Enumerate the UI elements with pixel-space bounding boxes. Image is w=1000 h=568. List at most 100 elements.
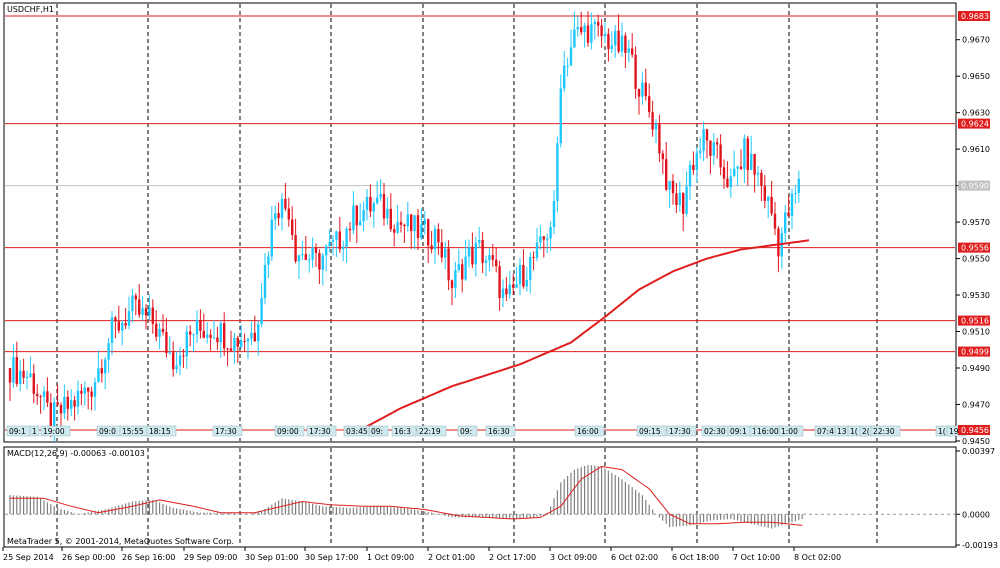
candle-body — [471, 247, 474, 265]
candle-body — [260, 297, 263, 324]
candle-body — [338, 231, 341, 250]
candle-body — [675, 193, 678, 205]
time-marker-label: 16:3 — [394, 427, 411, 436]
time-marker-tag — [274, 425, 305, 437]
price-tick-label: 0.9450 — [962, 437, 990, 446]
macd-tick-label: -0.00193 — [962, 541, 998, 550]
price-tick-label: 0.9610 — [962, 145, 990, 154]
candle-body — [624, 35, 627, 53]
candle-body — [287, 208, 290, 220]
candle-body — [348, 228, 352, 231]
price-tick-label: 0.9530 — [962, 291, 990, 300]
candle-body — [328, 241, 331, 247]
candle-body — [539, 236, 542, 243]
candle-body — [794, 193, 797, 195]
candle-body — [376, 197, 379, 204]
candle-body — [423, 219, 426, 225]
time-axis-label: 30 Sep 17:00 — [305, 553, 358, 562]
macd-tick-label: 0.0000 — [962, 510, 990, 519]
candle-body — [321, 255, 324, 270]
candle-body — [12, 357, 15, 383]
candle-body — [600, 25, 603, 37]
candle-body — [641, 82, 644, 97]
time-marker-label: 18:15 — [149, 427, 171, 436]
candle-body — [284, 198, 287, 209]
candle-body — [461, 264, 464, 280]
time-marker-label: 09:1 — [9, 427, 26, 436]
candle-body — [620, 35, 624, 52]
candle-body — [760, 172, 763, 186]
candle-body — [280, 198, 284, 219]
candle-body — [746, 138, 749, 170]
candle-body — [719, 144, 722, 168]
candle-body — [189, 331, 192, 335]
candle-body — [631, 48, 634, 55]
candle-body — [753, 153, 756, 175]
candle-body — [182, 355, 185, 357]
level-price-label: 0.9556 — [961, 244, 989, 253]
level-price-label: 0.9624 — [961, 120, 989, 129]
candle-body — [127, 311, 131, 326]
candle-body — [464, 256, 467, 280]
candle-body — [73, 400, 76, 407]
candle-body — [277, 213, 280, 219]
moving-average-line — [359, 239, 810, 431]
candle-body — [352, 205, 355, 231]
price-tick-label: 0.9510 — [962, 328, 990, 337]
candle-body — [546, 238, 549, 240]
candle-body — [767, 196, 770, 201]
candle-body — [403, 224, 406, 227]
candle-body — [739, 166, 743, 169]
time-axis-label: 26 Sep 16:00 — [122, 553, 175, 562]
candle-body — [542, 236, 545, 240]
copyright-label: MetaTrader 5, © 2001-2014, MetaQuotes So… — [7, 537, 234, 546]
time-marker-label: 22:30 — [873, 427, 895, 436]
candle-body — [212, 337, 216, 339]
time-marker-tag — [29, 425, 40, 437]
candle-body — [134, 295, 137, 300]
time-marker-label: 1:00 — [781, 427, 798, 436]
macd-label: MACD(12,26,9) -0.00063 -0.00103 — [7, 449, 145, 458]
candle-body — [722, 167, 726, 179]
candle-body — [233, 337, 236, 351]
time-axis: 25 Sep 2014 26 Sep 00:00 26 Sep 16:00 29 Se… — [2, 547, 841, 562]
candle-body — [413, 215, 416, 232]
candle-body — [495, 259, 498, 267]
candle-body — [29, 373, 32, 377]
price-tick-label: 0.9630 — [962, 109, 990, 118]
candle-body — [236, 337, 239, 347]
candle-body — [682, 193, 685, 214]
candle-body — [365, 196, 369, 211]
macd-signal-line — [10, 465, 803, 526]
candle-body — [784, 212, 787, 234]
candle-body — [267, 256, 270, 265]
candle-body — [454, 269, 457, 288]
candle-body — [63, 396, 66, 414]
candle-body — [733, 168, 736, 177]
price-pane-frame — [3, 2, 957, 443]
current-price-tag — [958, 180, 990, 191]
candle-body — [100, 368, 103, 374]
candle-body — [515, 284, 518, 288]
candle-body — [576, 27, 579, 30]
candle-body — [563, 65, 566, 89]
time-marker-tag — [40, 425, 71, 437]
level-price-tag — [958, 315, 990, 326]
candle-body — [8, 367, 12, 383]
candle-body — [15, 357, 18, 384]
candle-body — [692, 164, 695, 171]
time-marker-label: 07:4 — [817, 427, 834, 436]
time-marker-tag — [146, 425, 177, 437]
price-tick-label: 0.9490 — [962, 364, 990, 373]
candle-body — [253, 332, 256, 342]
candle-body — [770, 196, 773, 214]
candle-body — [25, 376, 29, 378]
candle-body — [192, 334, 195, 336]
price-tick-label: 0.9570 — [962, 218, 990, 227]
time-marker-label: 16:30 — [488, 427, 510, 436]
candle-body — [569, 47, 573, 66]
candle-body — [70, 400, 73, 409]
candle-body — [107, 342, 110, 360]
time-marker-label: 09: — [460, 427, 472, 436]
candle-body — [644, 82, 647, 97]
